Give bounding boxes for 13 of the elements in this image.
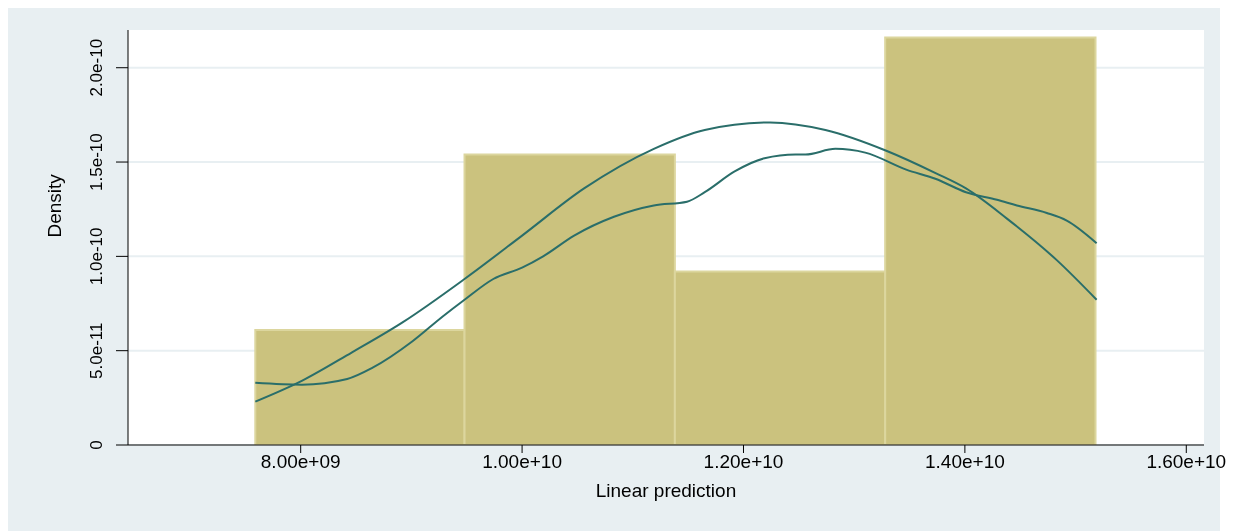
x-tick-label: 1.40e+10 bbox=[925, 451, 1005, 473]
x-tick-label: 1.00e+10 bbox=[482, 451, 562, 473]
x-axis-title: Linear prediction bbox=[595, 480, 737, 501]
x-tick-label: 8.00e+09 bbox=[260, 451, 341, 473]
x-tick-label: 1.60e+10 bbox=[1146, 451, 1227, 473]
line-series bbox=[254, 121, 1098, 403]
y-tick-label: 1.0e-10 bbox=[87, 227, 106, 286]
y-tick-label: 5.0e-11 bbox=[87, 322, 106, 379]
y-axis-title: Density bbox=[43, 173, 65, 238]
y-tick-label: 1.5e-10 bbox=[87, 133, 106, 191]
y-tick-label: 2.0e-10 bbox=[87, 38, 106, 97]
x-tick-label: 1.20e+10 bbox=[703, 451, 784, 473]
y-tick-label: 0 bbox=[87, 440, 106, 450]
